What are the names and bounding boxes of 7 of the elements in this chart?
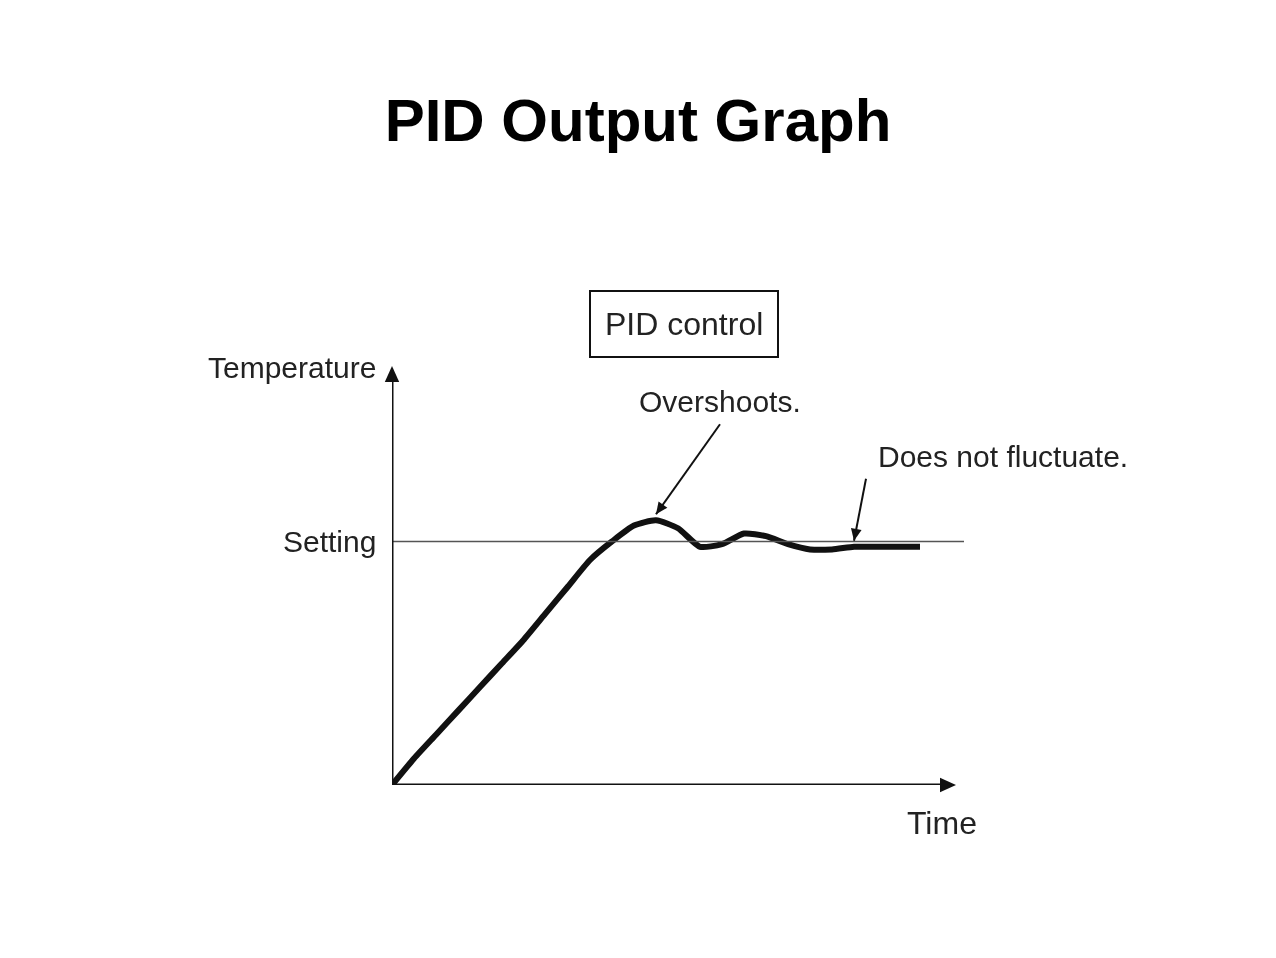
text: Overshoots. [639,385,801,418]
chart-subtitle: PID control [605,306,764,342]
ref-line-label: Setting [283,525,377,558]
y-axis-title: Temperature [208,351,377,384]
x-axis-title: Time [907,805,977,841]
text: Does not fluctuate. [878,440,1129,473]
chart-title: PID Output Graph [384,86,892,154]
